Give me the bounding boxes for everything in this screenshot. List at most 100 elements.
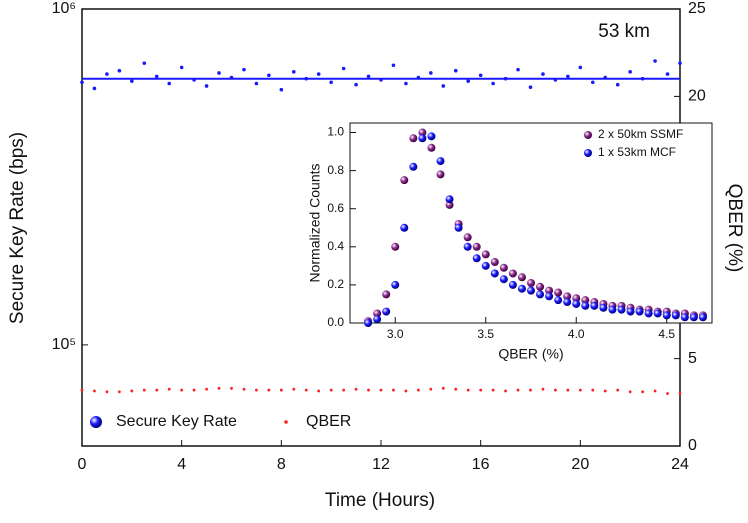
qber-point <box>317 389 321 393</box>
qber-point <box>628 390 632 394</box>
x-tick-label: 0 <box>78 456 87 473</box>
data-point <box>635 307 644 316</box>
qber-point <box>392 388 395 392</box>
inset-x-label: QBER (%) <box>498 346 563 362</box>
data-point <box>491 81 495 86</box>
qber-point <box>267 388 271 392</box>
qber-point <box>566 388 570 392</box>
qber-point <box>93 389 96 393</box>
qber-point <box>653 389 657 393</box>
data-point <box>626 307 635 316</box>
data-point <box>578 65 583 70</box>
data-point <box>508 280 517 289</box>
data-point <box>445 200 454 209</box>
data-point <box>373 309 382 318</box>
data-point <box>615 82 620 87</box>
x-tick-label: 8 <box>277 456 286 473</box>
data-point <box>536 290 545 299</box>
y-tick-label: 1.0 <box>327 125 344 139</box>
data-point <box>566 74 570 79</box>
data-point <box>590 80 595 85</box>
data-point <box>617 305 626 314</box>
legend-label: 2 x 50km SSMF <box>598 127 683 141</box>
x-tick-label: 3.0 <box>387 327 404 341</box>
data-point <box>291 70 296 74</box>
legend-marker <box>284 420 288 424</box>
qber-point <box>354 387 358 391</box>
data-point <box>472 242 481 251</box>
legend-marker <box>584 131 592 139</box>
plot-1: 3.0 3.5 4.0 4.5 0.0 0.2 0.4 0.6 0.8 1.0 QBER (%) No… <box>307 122 713 362</box>
data-point <box>671 311 680 320</box>
data-point <box>373 315 382 324</box>
data-point <box>644 309 653 318</box>
data-point <box>490 269 499 278</box>
data-point <box>536 282 545 291</box>
data-point <box>678 61 682 65</box>
y2-tick-label: 25 <box>688 0 706 17</box>
qber-point <box>678 392 682 395</box>
data-point <box>304 76 309 81</box>
data-point <box>441 84 446 88</box>
data-point <box>316 72 321 76</box>
y-tick-label: 0.0 <box>327 315 344 329</box>
x-tick-label: 24 <box>671 456 689 473</box>
data-point <box>179 65 184 70</box>
legend-label: 1 x 53km MCF <box>598 145 676 159</box>
data-point <box>698 313 707 322</box>
qber-point <box>578 388 582 392</box>
data-point <box>472 254 481 263</box>
data-point <box>553 78 558 82</box>
qber-point <box>379 388 383 392</box>
data-point <box>608 305 617 314</box>
x-tick-label: 4.5 <box>658 327 675 341</box>
y-axis-label: Secure Key Rate (bps) <box>7 132 28 324</box>
data-point <box>130 79 134 83</box>
qber-point <box>142 388 146 392</box>
x-tick-label: 4 <box>177 456 186 473</box>
plot-frame <box>349 122 713 324</box>
qber-point <box>554 388 557 392</box>
data-point <box>105 72 109 76</box>
data-point <box>409 134 418 143</box>
data-point <box>572 299 581 308</box>
data-point <box>662 311 671 320</box>
data-point <box>400 176 409 185</box>
qber-point <box>304 388 308 392</box>
qber-point <box>155 388 159 392</box>
qber-point <box>516 388 520 392</box>
data-point <box>499 263 508 272</box>
data-point <box>563 298 572 307</box>
data-point <box>640 76 645 81</box>
qber-point <box>342 388 346 392</box>
data-point <box>436 157 445 166</box>
data-point <box>466 79 471 83</box>
data-point <box>409 162 418 171</box>
data-point <box>192 78 196 82</box>
data-point <box>453 68 458 73</box>
data-point <box>379 78 383 82</box>
legend-label: Secure Key Rate <box>116 413 237 430</box>
data-point <box>254 81 259 86</box>
qber-point <box>217 386 221 390</box>
y2-tick-label: 0 <box>688 437 697 454</box>
legend-marker <box>90 416 102 428</box>
data-point <box>478 73 483 78</box>
qber-point <box>130 389 134 393</box>
qber-point <box>292 387 296 391</box>
qber-point <box>429 387 433 391</box>
data-point <box>572 294 581 303</box>
qber-point <box>192 388 196 392</box>
data-point <box>563 292 572 301</box>
data-point <box>354 82 358 87</box>
qber-point <box>491 388 495 392</box>
y-tick-label: 10⁶ <box>52 0 76 17</box>
qber-point <box>180 388 184 392</box>
data-point <box>665 72 670 76</box>
y2-axis-label: QBER (%) <box>724 184 745 273</box>
x-tick-label: 3.5 <box>477 327 494 341</box>
qber-point <box>404 389 408 393</box>
x-tick-label: 12 <box>372 456 390 473</box>
data-point <box>490 258 499 267</box>
